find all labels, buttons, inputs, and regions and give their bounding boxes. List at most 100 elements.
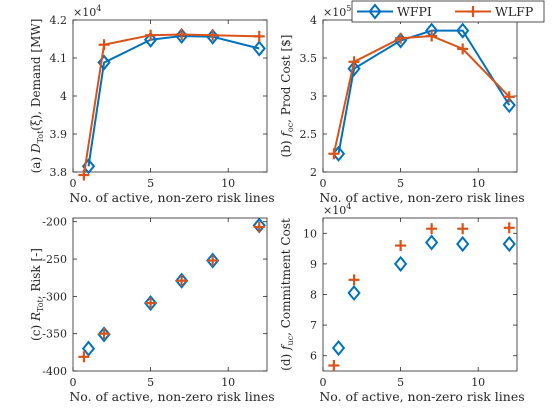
data-point-plus <box>503 91 515 103</box>
data-point-diamond <box>502 97 516 114</box>
y-axis-label: (a) DTot(ξ), Demand [MW] <box>29 19 45 174</box>
legend-label-wfpi: WFPI <box>397 4 432 19</box>
series-wlfp <box>78 221 265 363</box>
x-tick-label: 10 <box>221 177 235 190</box>
data-point-plus <box>328 359 340 371</box>
y-tick-label: 4 <box>310 14 317 27</box>
data-point-plus <box>78 169 90 181</box>
data-point-diamond <box>425 234 439 251</box>
axes-box <box>72 217 268 372</box>
data-point-plus <box>253 30 265 42</box>
data-point-plus <box>98 39 110 51</box>
x-tick-label: 0 <box>320 376 327 389</box>
legend-label-wlfp: WLFP <box>495 4 533 19</box>
y-tick-label: 4.2 <box>50 14 68 27</box>
legend-marker-wfpi <box>368 3 382 20</box>
data-point-diamond <box>206 252 220 269</box>
axes-box <box>322 19 518 173</box>
series-wfpi <box>81 217 266 357</box>
data-point-diamond <box>143 295 158 312</box>
x-tick-label: 0 <box>70 376 77 389</box>
data-point-plus <box>253 221 265 233</box>
data-point-plus <box>457 43 469 55</box>
data-point-diamond <box>456 235 470 253</box>
axes-box <box>322 217 518 372</box>
data-point-diamond <box>252 40 266 57</box>
data-point-plus <box>395 32 407 44</box>
data-point-plus <box>395 240 407 252</box>
axis-exponent-label: ×104 <box>73 4 101 19</box>
x-tick-label: 5 <box>397 376 404 389</box>
chart-panel-c: 0 5 10 -400 -350 -300 -250 -200 No. of active, n… <box>29 216 275 404</box>
series-line-wlfp <box>82 33 260 176</box>
data-point-diamond <box>502 235 516 253</box>
data-point-plus <box>207 29 219 41</box>
legend-marker-wlfp <box>467 6 479 17</box>
data-point-diamond <box>347 284 361 302</box>
chart-panel-b: 0 5 10 2 2.5 3 3.5 4 ×105 No. of active, non-zero… <box>279 4 525 205</box>
y-tick-label: 7 <box>310 319 317 332</box>
data-point-plus <box>503 222 515 234</box>
data-point-diamond <box>175 272 189 289</box>
x-tick-label: 0 <box>70 177 77 190</box>
data-point-diamond <box>81 340 96 357</box>
data-point-diamond <box>347 60 361 77</box>
y-tick-label: 8 <box>310 289 317 302</box>
x-axis-label: No. of active, non-zero risk lines <box>69 190 274 205</box>
x-tick-label: 0 <box>320 177 327 190</box>
y-tick-label: 3.5 <box>300 52 318 65</box>
x-axis-label: No. of active, non-zero risk lines <box>319 190 524 205</box>
x-tick-label: 10 <box>221 376 235 389</box>
data-point-plus <box>145 297 157 309</box>
data-point-diamond <box>331 339 346 357</box>
y-tick-label: 4 <box>60 90 67 103</box>
y-tick-label: 6 <box>310 350 317 363</box>
x-tick-label: 10 <box>471 376 485 389</box>
series-wfpi <box>331 22 516 162</box>
data-point-diamond <box>393 255 408 272</box>
data-point-plus <box>328 148 340 160</box>
data-point-plus <box>78 351 90 363</box>
x-tick-label: 5 <box>147 177 154 190</box>
data-point-diamond <box>97 54 111 71</box>
x-axis-label: No. of active, non-zero risk lines <box>319 389 524 404</box>
axis-exponent-label: ×105 <box>323 4 351 19</box>
series-wlfp <box>78 28 265 181</box>
data-point-plus <box>348 56 360 68</box>
y-tick-label: 3.9 <box>50 128 68 141</box>
data-point-plus <box>457 223 469 235</box>
axis-exponent-label: ×104 <box>323 202 351 217</box>
y-axis-label: (c) RTot, Risk [-] <box>29 248 45 341</box>
data-point-plus <box>176 28 188 40</box>
y-tick-label: -250 <box>42 253 67 266</box>
chart-panel-d: 0 5 10 6 7 8 9 10 ×104 No. of active, non-zero ri… <box>279 202 525 404</box>
data-point-plus <box>426 30 438 42</box>
y-axis-label: (b) foc, Prod Cost [$] <box>279 35 295 158</box>
y-tick-label: 3.8 <box>50 166 68 179</box>
chart-panel-a: 0 5 10 3.8 3.9 4 4.1 4.2 ×104 No. of active, non-… <box>29 4 275 205</box>
y-tick-label: -400 <box>42 365 67 378</box>
data-point-diamond <box>143 31 158 48</box>
y-tick-label: 4.1 <box>50 52 68 65</box>
y-tick-label: 10 <box>303 227 317 240</box>
series-line-wlfp <box>332 34 510 154</box>
data-point-diamond <box>456 22 470 39</box>
series-wlfp <box>328 222 515 371</box>
data-point-plus <box>348 274 360 286</box>
data-point-plus <box>426 223 438 235</box>
x-tick-label: 5 <box>147 376 154 389</box>
legend-box <box>351 0 545 23</box>
series-line-wfpi <box>337 29 511 154</box>
series-wfpi <box>331 234 516 357</box>
series-line-wfpi <box>87 34 260 167</box>
y-tick-label: 2 <box>310 166 317 179</box>
x-axis-label: No. of active, non-zero risk lines <box>69 389 274 404</box>
data-point-plus <box>145 29 157 41</box>
legend: WFPI WLFP <box>351 0 545 23</box>
y-axis-label: (d) fuc, Commitment Cost <box>279 218 295 371</box>
y-tick-label: -350 <box>42 328 67 341</box>
data-point-plus <box>176 275 188 287</box>
y-tick-label: -200 <box>42 216 67 229</box>
x-tick-label: 5 <box>397 177 404 190</box>
data-point-plus <box>207 255 219 267</box>
